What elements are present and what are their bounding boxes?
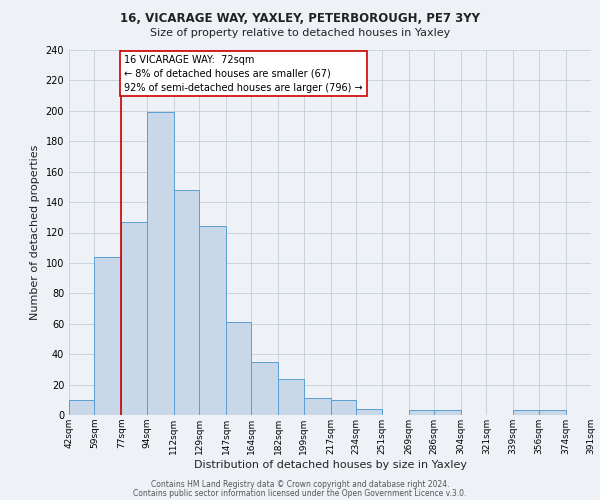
X-axis label: Distribution of detached houses by size in Yaxley: Distribution of detached houses by size … [193,460,467,469]
Bar [94,257,121,415]
Text: 16 VICARAGE WAY:  72sqm
← 8% of detached houses are smaller (67)
92% of semi-det: 16 VICARAGE WAY: 72sqm ← 8% of detached … [124,54,363,92]
Bar [147,112,173,415]
Text: Contains public sector information licensed under the Open Government Licence v.: Contains public sector information licen… [133,488,467,498]
Bar [226,322,251,415]
Text: Size of property relative to detached houses in Yaxley: Size of property relative to detached ho… [150,28,450,38]
Bar [409,410,434,415]
Bar [69,400,94,415]
Bar [278,378,304,415]
Bar [251,362,278,415]
Bar [304,398,331,415]
Bar [539,410,566,415]
Text: 16, VICARAGE WAY, YAXLEY, PETERBOROUGH, PE7 3YY: 16, VICARAGE WAY, YAXLEY, PETERBOROUGH, … [120,12,480,26]
Bar [121,222,147,415]
Y-axis label: Number of detached properties: Number of detached properties [30,145,40,320]
Bar [199,226,226,415]
Bar [331,400,356,415]
Text: Contains HM Land Registry data © Crown copyright and database right 2024.: Contains HM Land Registry data © Crown c… [151,480,449,489]
Bar [513,410,539,415]
Bar [356,409,382,415]
Bar [591,410,600,415]
Bar [173,190,199,415]
Bar [434,410,461,415]
